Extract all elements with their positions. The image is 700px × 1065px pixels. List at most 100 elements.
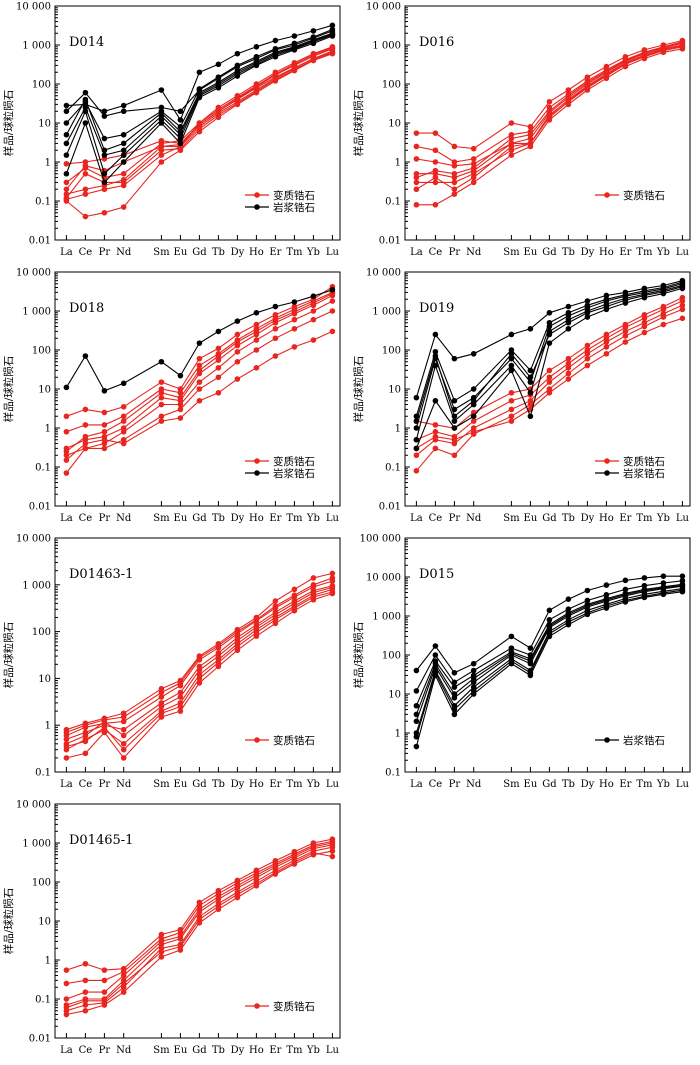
x-tick-label: Ce — [429, 779, 443, 790]
data-point — [584, 314, 591, 320]
data-point — [82, 98, 89, 105]
y-axis-label: 样品/球粒陨石 — [2, 622, 15, 689]
data-point — [584, 83, 591, 90]
data-point — [660, 321, 667, 328]
data-point — [120, 418, 127, 424]
data-point — [660, 44, 667, 50]
plot-frame — [54, 537, 341, 773]
data-point — [660, 289, 667, 295]
data-point — [451, 669, 458, 676]
data-point — [272, 335, 279, 342]
y-tick-label: 0.1 — [385, 768, 401, 779]
panel-title: D018 — [69, 301, 104, 316]
data-point — [451, 170, 458, 177]
data-point — [310, 316, 317, 323]
data-point — [196, 69, 203, 76]
data-point — [253, 321, 260, 328]
data-point — [215, 653, 222, 659]
data-point — [641, 329, 648, 336]
x-tick-label: Dy — [231, 513, 245, 524]
data-point — [679, 582, 686, 589]
data-point — [158, 949, 165, 955]
data-point — [215, 374, 222, 381]
series-line — [416, 48, 683, 206]
data-point — [177, 943, 184, 950]
y-tick-label: 100 — [32, 80, 51, 91]
data-point — [215, 642, 222, 649]
panel-title: D016 — [419, 35, 454, 50]
legend-marker — [604, 192, 610, 198]
data-point — [329, 308, 336, 314]
chart-svg: 0.01 0.1 1 10 100 1 000 10 000 La Ce Pr Nd Sm Eu Gd Tb… — [352, 2, 691, 258]
data-point — [603, 603, 610, 609]
data-point — [63, 448, 70, 455]
x-tick-label: Ce — [79, 513, 93, 524]
y-tick-label: 0.01 — [379, 502, 401, 513]
data-point — [679, 298, 686, 304]
data-point — [508, 143, 515, 150]
data-point — [272, 317, 279, 324]
series-line — [415, 283, 683, 429]
data-point — [101, 422, 108, 428]
data-point — [215, 61, 222, 68]
series-line — [66, 24, 333, 122]
data-point — [215, 74, 222, 80]
data-point — [177, 394, 184, 401]
data-point — [546, 630, 553, 637]
data-point — [565, 325, 572, 332]
data-point — [451, 143, 458, 150]
legend-item: 岩浆锆石 — [595, 734, 665, 747]
series-line — [66, 850, 333, 1016]
data-point — [120, 980, 127, 987]
series-line — [65, 52, 333, 199]
y-tick-label: 10 — [38, 674, 51, 685]
series-line — [415, 585, 683, 722]
chart-svg: 0.01 0.1 1 10 100 1 000 10 000 La Ce Pr Nd Sm Eu Gd Tb… — [2, 800, 341, 1056]
data-point — [177, 415, 184, 421]
data-point — [451, 418, 458, 424]
data-point — [177, 694, 184, 700]
series-mag — [413, 283, 686, 424]
data-point — [622, 297, 629, 303]
data-point — [177, 389, 184, 396]
x-tick-label: Er — [619, 513, 631, 524]
series-line — [415, 580, 683, 692]
y-axis-label: 样品/球粒陨石 — [2, 356, 15, 423]
x-tick-label: Eu — [524, 779, 538, 790]
data-point — [546, 623, 553, 629]
data-point — [546, 331, 553, 338]
data-point — [641, 593, 648, 600]
series-line — [66, 838, 333, 971]
series-line — [415, 281, 683, 417]
y-tick-label: 100 — [382, 80, 401, 91]
legend-marker — [254, 192, 260, 198]
data-point — [120, 746, 127, 753]
x-tick-label: Lu — [326, 513, 340, 524]
data-point — [234, 339, 241, 345]
data-point — [101, 967, 108, 973]
data-point — [120, 726, 127, 733]
data-point — [196, 675, 203, 682]
data-point — [272, 611, 279, 618]
data-point — [272, 76, 279, 83]
panel-title: D01465-1 — [69, 833, 133, 848]
data-point — [679, 283, 686, 290]
y-tick-label: 10 000 — [16, 534, 51, 545]
data-point — [451, 162, 458, 169]
data-point — [508, 413, 515, 420]
x-tick-label: Sm — [153, 1045, 170, 1056]
x-tick-label: Eu — [174, 247, 188, 258]
x-tick-label: Yb — [656, 247, 670, 258]
data-point — [432, 331, 439, 338]
x-tick-label: Ce — [79, 779, 93, 790]
data-point — [120, 140, 127, 147]
data-point — [253, 328, 260, 335]
data-point — [158, 394, 165, 401]
data-point — [291, 605, 298, 611]
data-point — [82, 406, 89, 413]
x-tick-label: Tm — [286, 247, 303, 258]
data-point — [451, 679, 458, 686]
data-point — [158, 413, 165, 420]
data-point — [120, 989, 127, 995]
data-point — [253, 53, 260, 60]
